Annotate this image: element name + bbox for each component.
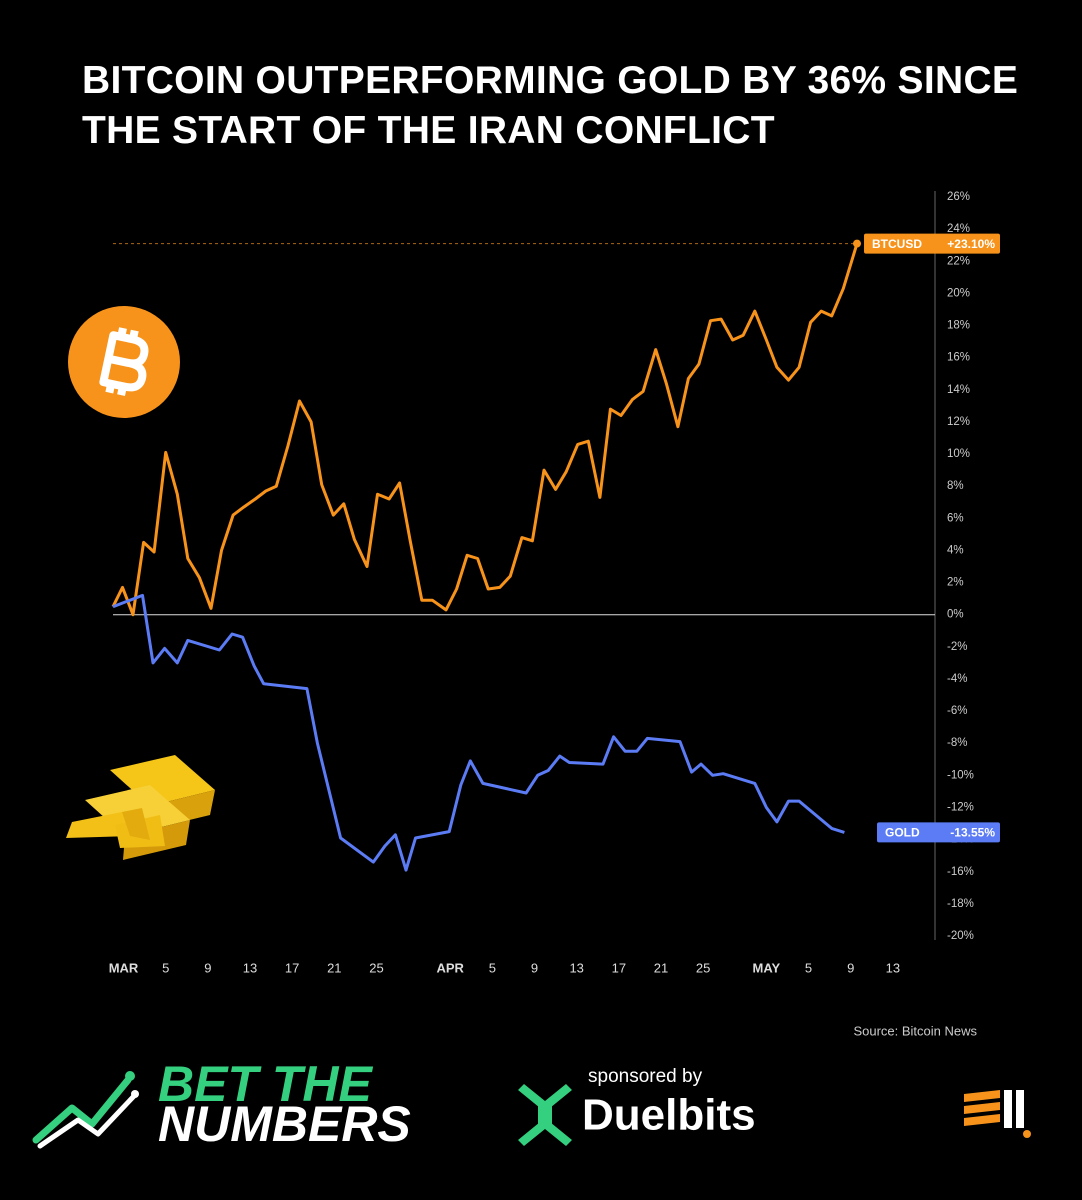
logo-text: BET THE	[158, 1056, 374, 1112]
x-tick-label: 9	[531, 960, 538, 975]
y-tick-label: 10%	[947, 448, 970, 460]
duelbits-icon	[518, 1084, 572, 1146]
y-tick-label: 12%	[947, 416, 970, 428]
end-tag-name: GOLD	[885, 826, 920, 840]
y-tick-label: -8%	[947, 737, 967, 749]
y-tick-label: -12%	[947, 802, 974, 814]
x-tick-label: 21	[327, 960, 341, 975]
corner-logo	[964, 1090, 1031, 1138]
y-tick-label: 0%	[947, 609, 964, 621]
end-point	[853, 239, 862, 248]
gold-bars-icon	[66, 755, 215, 860]
y-tick-label: -16%	[947, 866, 974, 878]
y-tick-label: -2%	[947, 641, 967, 653]
bitcoin-icon	[68, 306, 180, 418]
x-tick-label: 17	[612, 960, 626, 975]
end-tag: BTCUSD +23.10%	[864, 233, 1000, 254]
y-tick-label: -10%	[947, 769, 974, 781]
logo-text: NUMBERS	[158, 1096, 411, 1152]
y-tick-label: 16%	[947, 352, 970, 364]
y-tick-label: -20%	[947, 930, 974, 942]
x-tick-label: 5	[162, 960, 169, 975]
end-tag-background	[864, 233, 1000, 254]
x-tick-label: 5	[489, 960, 496, 975]
y-tick-label: 22%	[947, 255, 970, 267]
y-tick-label: 18%	[947, 320, 970, 332]
y-tick-label: 2%	[947, 577, 964, 589]
y-tick-label: -18%	[947, 898, 974, 910]
series-line	[112, 593, 845, 872]
x-tick-label: MAR	[109, 960, 139, 975]
x-tick-label: MAY	[753, 960, 781, 975]
end-tag-value: +23.10%	[947, 237, 995, 251]
y-tick-label: 26%	[947, 191, 970, 203]
y-tick-label: -6%	[947, 705, 967, 717]
series-line	[111, 243, 859, 617]
sponsor-intro: sponsored by	[588, 1066, 703, 1087]
x-tick-label: 25	[696, 960, 710, 975]
end-tag: GOLD -13.55%	[877, 822, 1000, 843]
y-tick-label: -4%	[947, 673, 967, 685]
x-tick-label: 17	[285, 960, 299, 975]
chart-title: BITCOIN OUTPERFORMING GOLD BY 36% SINCE …	[82, 59, 1019, 152]
end-tag-background	[877, 822, 1000, 843]
y-tick-label: 8%	[947, 480, 964, 492]
x-tick-label: APR	[437, 960, 465, 975]
source: Source: Bitcoin News	[853, 1023, 977, 1038]
y-tick-label: 24%	[947, 223, 970, 235]
x-tick-label: 21	[654, 960, 668, 975]
x-tick-label: 9	[847, 960, 854, 975]
sponsor-name: Duelbits	[582, 1091, 756, 1140]
bet-the-numbers-icon	[32, 1071, 139, 1149]
end-tag-name: BTCUSD	[872, 237, 922, 251]
y-tick-label: 20%	[947, 287, 970, 299]
x-tick-label: 9	[204, 960, 211, 975]
x-tick-label: 25	[369, 960, 383, 975]
y-tick-label: 4%	[947, 544, 964, 556]
x-tick-label: 13	[243, 960, 257, 975]
end-tag-value: -13.55%	[950, 826, 995, 840]
x-tick-label: 13	[569, 960, 583, 975]
y-tick-label: 6%	[947, 512, 964, 524]
x-tick-label: 13	[886, 960, 900, 975]
x-tick-label: 5	[805, 960, 812, 975]
y-tick-label: 14%	[947, 384, 970, 396]
